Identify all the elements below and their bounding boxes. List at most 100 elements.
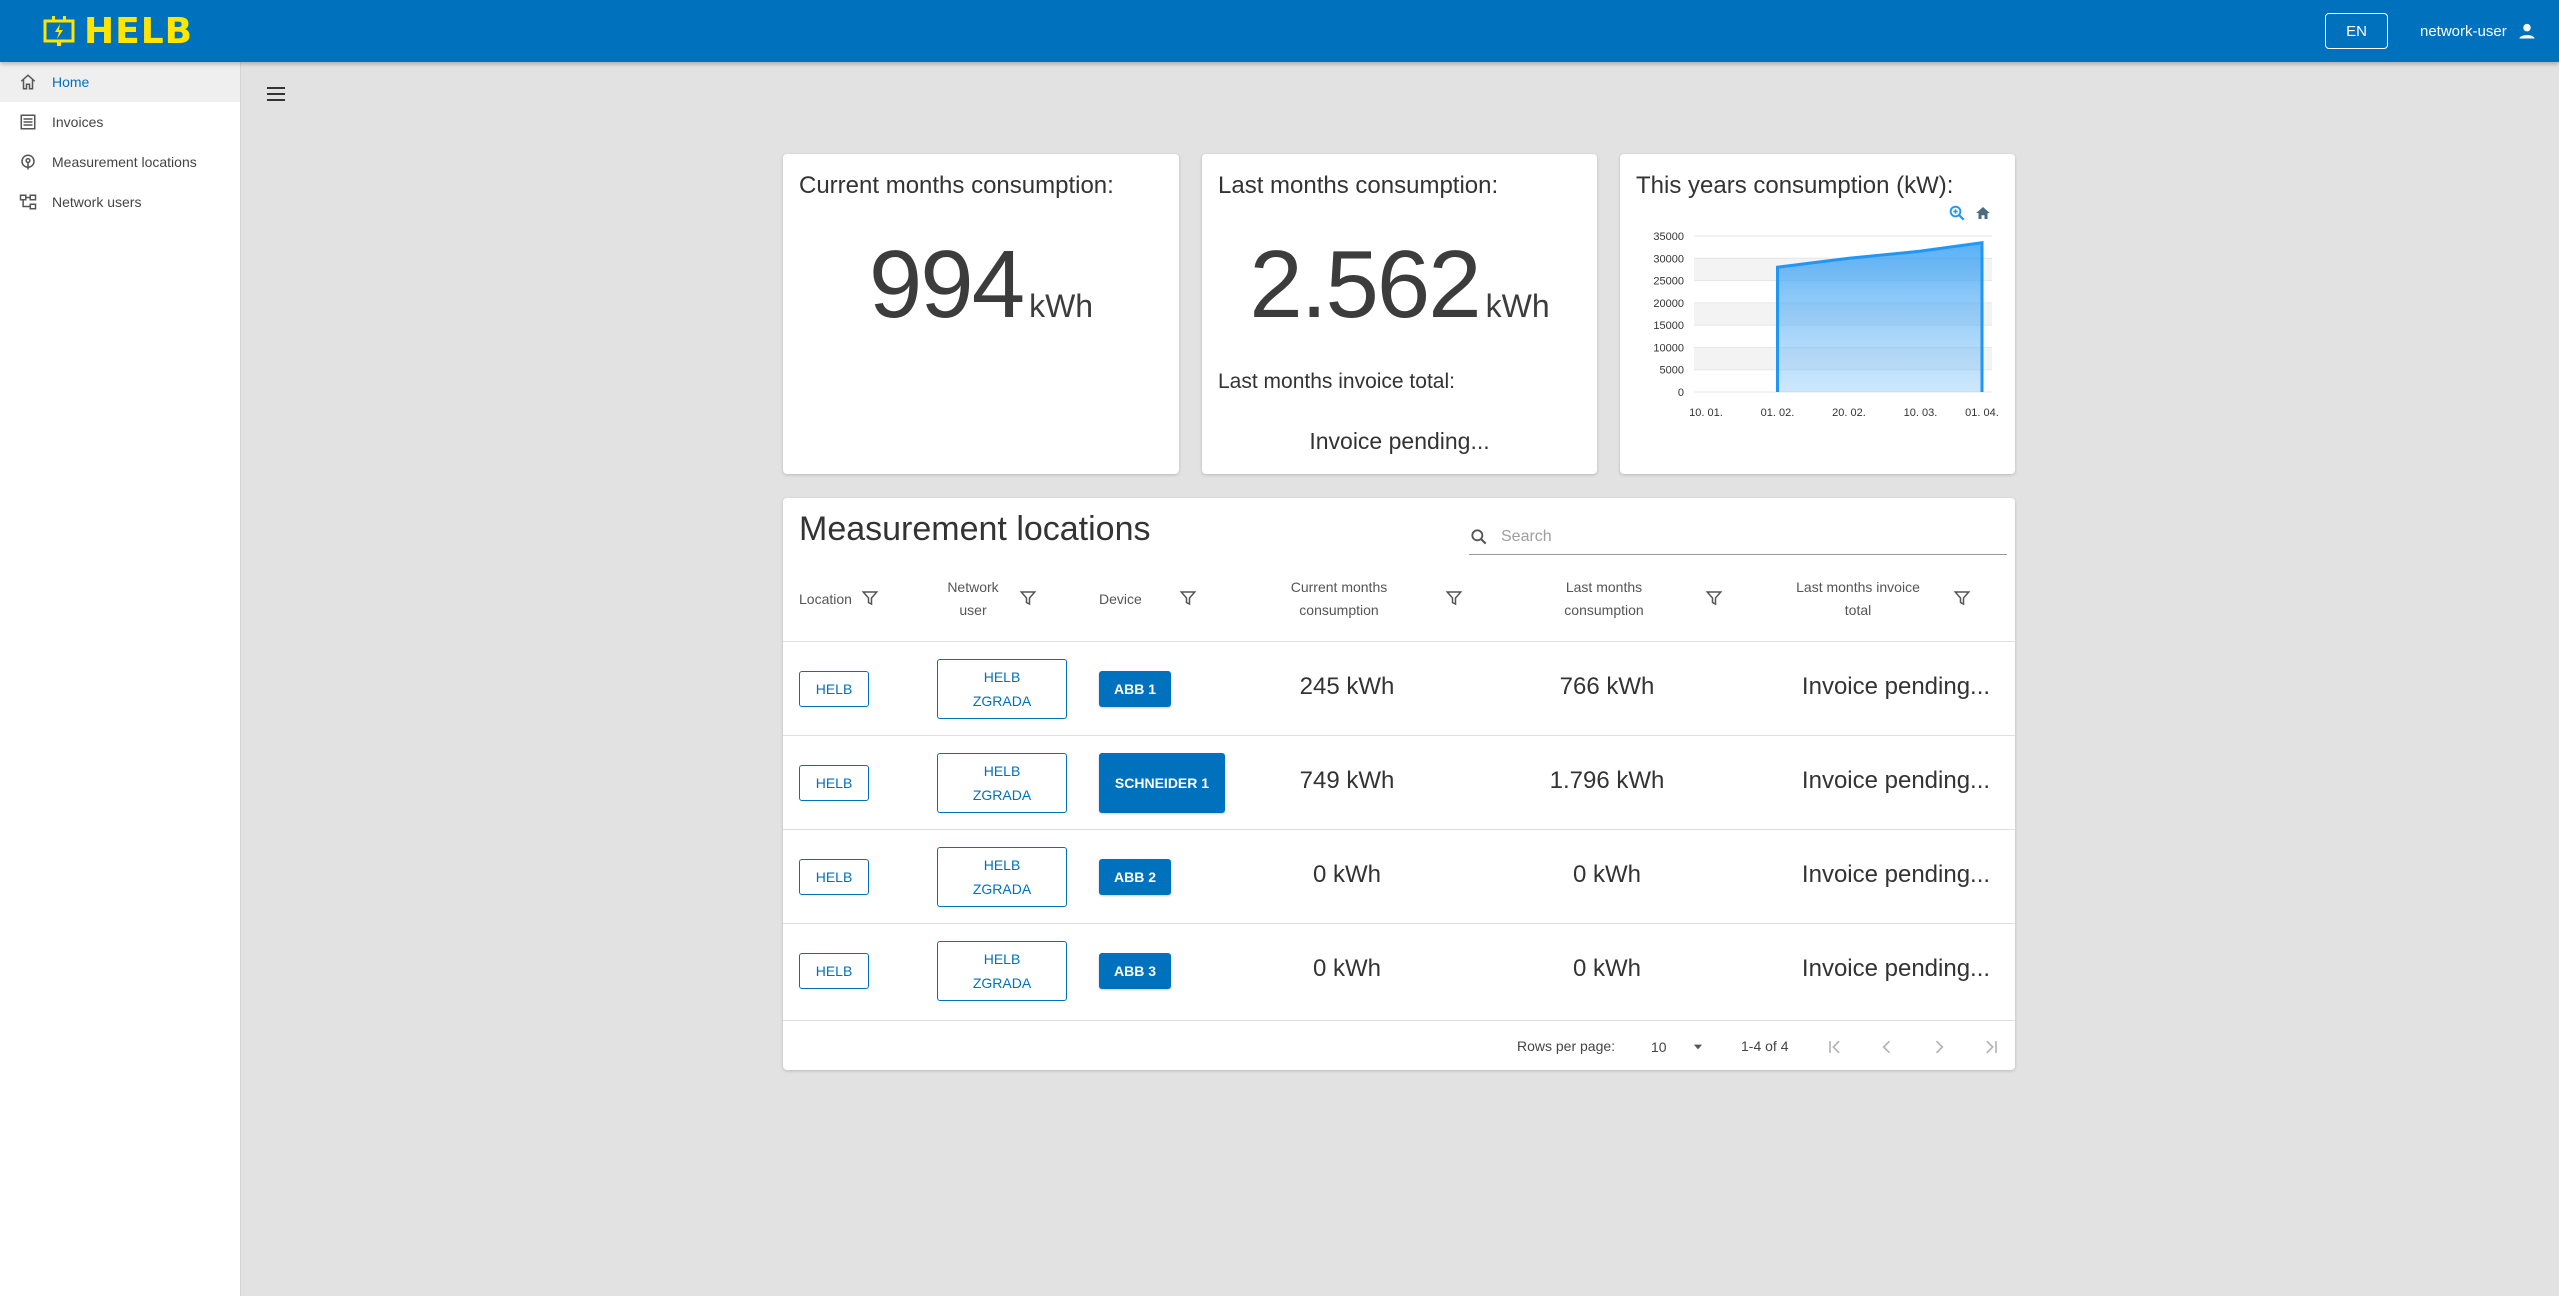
column-header-current-consumption[interactable]: Current months consumption <box>1279 576 1463 622</box>
filter-icon[interactable] <box>1953 589 1971 607</box>
location-chip[interactable]: HELB <box>799 859 869 895</box>
device-chip[interactable]: ABB 3 <box>1099 953 1171 989</box>
last-month-card: Last months consumption: 2.562 kWh Last … <box>1202 154 1597 474</box>
column-header-label: Network user <box>947 579 999 618</box>
sidebar-item-measurement-locations[interactable]: Measurement locations <box>0 142 240 182</box>
consumption-number: 994 <box>868 231 1025 338</box>
column-header-device[interactable]: Device <box>1099 576 1199 622</box>
user-menu[interactable]: network-user <box>2420 18 2537 44</box>
sidebar-item-label: Network users <box>52 194 142 210</box>
consumption-unit: kWh <box>1029 288 1094 324</box>
last-page-icon[interactable] <box>1981 1037 2001 1057</box>
card-title: Last months consumption: <box>1218 172 1499 199</box>
column-header-label: Location <box>799 590 852 607</box>
location-chip[interactable]: HELB <box>799 953 869 989</box>
yearly-consumption-card: This years consumption (kW): 0 5000 10000 1… <box>1620 154 2015 474</box>
invoice-label: Last months invoice total: <box>1218 370 1455 393</box>
search-field[interactable] <box>1469 520 2007 555</box>
y-tick-label: 0 <box>1678 387 1684 399</box>
sidebar-item-network-users[interactable]: Network users <box>0 182 240 222</box>
sidebar-item-label: Measurement locations <box>52 154 197 170</box>
filter-icon[interactable] <box>1705 589 1723 607</box>
rows-per-page-value: 10 <box>1651 1039 1667 1055</box>
filter-icon[interactable] <box>1445 589 1463 607</box>
consumption-number: 2.562 <box>1249 231 1481 338</box>
last-consumption-cell: 0 kWh <box>1572 955 1641 982</box>
chevron-down-icon <box>1693 1044 1703 1050</box>
brand-logo[interactable]: HELB <box>42 10 194 52</box>
brand-name: HELB <box>84 10 194 52</box>
invoice-total-cell: Invoice pending... <box>1801 673 1991 700</box>
username: network-user <box>2420 22 2507 40</box>
header-divider <box>783 641 2015 642</box>
filter-icon[interactable] <box>861 589 879 607</box>
invoice-total-cell: Invoice pending... <box>1801 861 1991 888</box>
device-chip[interactable]: SCHNEIDER 1 <box>1099 753 1225 813</box>
list-icon <box>18 112 38 132</box>
y-tick-label: 15000 <box>1653 320 1684 332</box>
rows-per-page-select[interactable]: 10 <box>1651 1034 1711 1060</box>
app-bar: HELB EN network-user <box>0 0 2559 62</box>
network-user-chip[interactable]: HELB ZGRADA <box>937 847 1067 907</box>
invoice-total-cell: Invoice pending... <box>1801 767 1991 794</box>
invoice-value: Invoice pending... <box>1309 428 1490 454</box>
y-tick-label: 25000 <box>1653 276 1684 288</box>
language-button[interactable]: EN <box>2325 13 2388 49</box>
current-month-card: Current months consumption: 994 kWh <box>783 154 1179 474</box>
account-icon <box>2519 23 2535 39</box>
consumption-unit: kWh <box>1485 288 1550 324</box>
y-tick-label: 20000 <box>1653 298 1684 310</box>
card-title: This years consumption (kW): <box>1636 172 1954 199</box>
device-chip[interactable]: ABB 1 <box>1099 671 1171 707</box>
location-chip[interactable]: HELB <box>799 671 869 707</box>
last-month-value: 2.562 kWh <box>1202 230 1597 340</box>
reset-zoom-home-icon[interactable] <box>1974 204 1992 222</box>
network-user-chip[interactable]: HELB ZGRADA <box>937 753 1067 813</box>
row-divider <box>783 829 2015 830</box>
column-header-location[interactable]: Location <box>799 576 889 622</box>
network-user-chip[interactable]: HELB ZGRADA <box>937 659 1067 719</box>
x-tick-label: 01. 02. <box>1761 407 1795 419</box>
menu-icon[interactable] <box>264 82 288 106</box>
series-area <box>1777 242 1982 392</box>
x-tick-label: 10. 03. <box>1904 407 1938 419</box>
column-header-label: Current months consumption <box>1290 579 1388 618</box>
next-page-icon[interactable] <box>1929 1037 1949 1057</box>
sidebar-item-home[interactable]: Home <box>0 62 240 102</box>
y-tick-label: 5000 <box>1660 365 1684 377</box>
x-tick-label: 20. 02. <box>1832 407 1866 419</box>
plug-logo-icon <box>43 16 75 46</box>
sidebar: Home Invoices Measurement locations Netw… <box>0 62 241 1296</box>
y-tick-label: 10000 <box>1653 342 1684 354</box>
sidebar-item-invoices[interactable]: Invoices <box>0 102 240 142</box>
invoice-total-cell: Invoice pending... <box>1801 955 1991 982</box>
first-page-icon[interactable] <box>1825 1037 1845 1057</box>
column-header-network-user[interactable]: Network user <box>933 576 1037 622</box>
current-month-value: 994 kWh <box>783 230 1179 340</box>
location-icon <box>18 152 38 172</box>
filter-icon[interactable] <box>1019 589 1037 607</box>
pagination-range: 1-4 of 4 <box>1741 1038 1789 1054</box>
search-icon <box>1471 529 1487 545</box>
location-chip[interactable]: HELB <box>799 765 869 801</box>
search-input[interactable] <box>1499 527 1983 547</box>
previous-page-icon[interactable] <box>1877 1037 1897 1057</box>
current-consumption-cell: 749 kWh <box>1299 767 1395 794</box>
last-consumption-cell: 0 kWh <box>1572 861 1641 888</box>
device-chip[interactable]: ABB 2 <box>1099 859 1171 895</box>
sidebar-item-label: Invoices <box>52 114 104 130</box>
network-user-chip[interactable]: HELB ZGRADA <box>937 941 1067 1001</box>
row-divider <box>783 735 2015 736</box>
x-tick-label: 01. 04. <box>1965 407 1999 419</box>
column-header-label: Last months invoice total <box>1796 579 1920 618</box>
column-header-last-consumption[interactable]: Last months consumption <box>1549 576 1723 622</box>
zoom-in-icon[interactable] <box>1948 204 1966 222</box>
table-pagination: Rows per page: 10 1-4 of 4 <box>783 1020 2015 1071</box>
column-header-label: Last months consumption <box>1564 579 1644 618</box>
last-consumption-cell: 766 kWh <box>1559 673 1655 700</box>
current-consumption-cell: 0 kWh <box>1312 861 1381 888</box>
measurement-locations-card: Measurement locations Location Network u… <box>783 498 2015 1070</box>
current-consumption-cell: 0 kWh <box>1312 955 1381 982</box>
column-header-last-invoice[interactable]: Last months invoice total <box>1783 576 1971 622</box>
filter-icon[interactable] <box>1179 589 1197 607</box>
